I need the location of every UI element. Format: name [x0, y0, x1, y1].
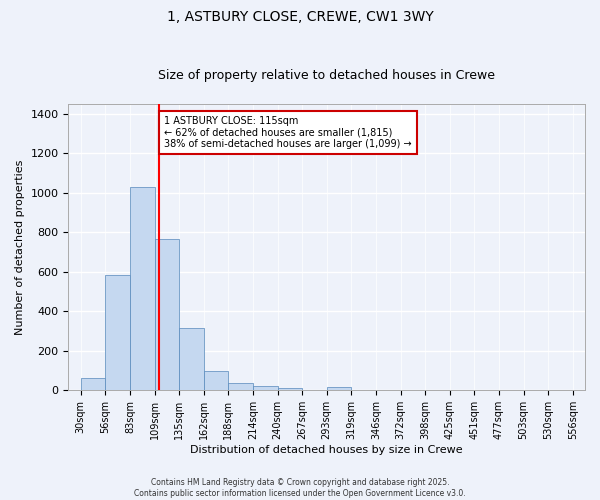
Bar	[155, 240, 179, 390]
Bar	[179, 328, 204, 390]
Text: 1 ASTBURY CLOSE: 115sqm
← 62% of detached houses are smaller (1,815)
38% of semi: 1 ASTBURY CLOSE: 115sqm ← 62% of detache…	[164, 116, 412, 149]
Bar	[204, 370, 229, 390]
Text: Contains HM Land Registry data © Crown copyright and database right 2025.
Contai: Contains HM Land Registry data © Crown c…	[134, 478, 466, 498]
Bar	[278, 388, 302, 390]
Bar	[327, 388, 352, 390]
Y-axis label: Number of detached properties: Number of detached properties	[15, 160, 25, 335]
Bar	[81, 378, 106, 390]
Title: Size of property relative to detached houses in Crewe: Size of property relative to detached ho…	[158, 69, 495, 82]
Text: 1, ASTBURY CLOSE, CREWE, CW1 3WY: 1, ASTBURY CLOSE, CREWE, CW1 3WY	[167, 10, 433, 24]
Bar	[229, 383, 253, 390]
Bar	[130, 187, 155, 390]
Bar	[253, 386, 278, 390]
Bar	[106, 275, 130, 390]
X-axis label: Distribution of detached houses by size in Crewe: Distribution of detached houses by size …	[190, 445, 463, 455]
